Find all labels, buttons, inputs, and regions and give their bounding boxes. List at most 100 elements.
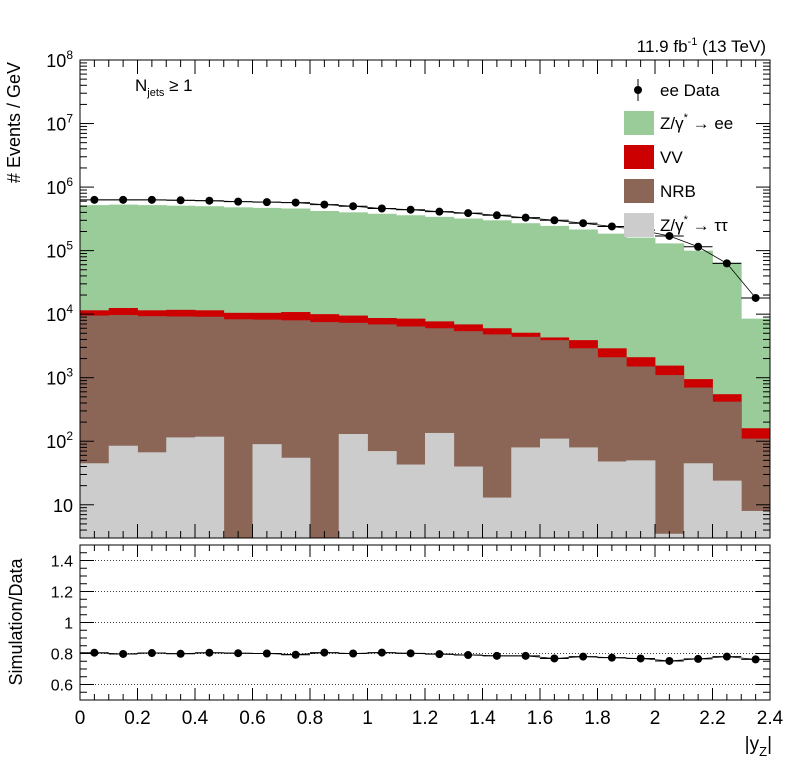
data-point	[147, 195, 156, 204]
data-point	[320, 200, 329, 209]
selection-label: Njets ≥ 1	[135, 76, 193, 99]
ratio-y-axis-label: Simulation/Data	[6, 557, 26, 685]
ratio-y-tick-labels: 0.6 0.8 1 1.2 1.4	[51, 554, 73, 695]
data-point	[406, 205, 415, 214]
ratio-point	[234, 649, 243, 658]
data-point	[291, 198, 300, 207]
ztt-bar	[252, 444, 282, 538]
ratio-y-tick-label: 1	[64, 616, 73, 633]
stacked-histogram	[80, 204, 771, 539]
ztt-bar	[166, 437, 196, 538]
ratio-point	[119, 649, 128, 658]
legend-nrb-label: NRB	[660, 182, 696, 201]
data-point	[751, 293, 760, 302]
x-tick-label: 0.4	[182, 708, 209, 729]
legend-vv-swatch	[624, 145, 654, 169]
data-point	[119, 195, 128, 204]
ratio-point	[90, 648, 99, 657]
ratio-point	[607, 653, 616, 662]
x-tick-label: 2.4	[757, 708, 784, 729]
data-point	[176, 196, 185, 205]
ratio-point	[665, 656, 674, 665]
data-points	[80, 195, 770, 302]
ratio-y-tick-label: 1.4	[51, 554, 73, 571]
ratio-point	[579, 652, 588, 661]
ztt-bar	[338, 433, 368, 538]
nrb-bar	[655, 375, 685, 538]
ztt-bar	[108, 445, 138, 538]
main-plot: 10 102 103 104 105 106 107 108 ee Data Z/γ* → ee…	[4, 36, 771, 539]
ratio-point	[377, 648, 386, 657]
ztt-bar	[367, 451, 397, 538]
ratio-plot: 0.6 0.8 1 1.2 1.4 0 0.2 0.4 0.6 0.8 1 1.2 1.4 1.6 1.8…	[6, 544, 784, 759]
ratio-point	[694, 654, 703, 663]
ztt-bar	[195, 436, 225, 538]
legend-ztt-label: Z/γ* → ττ	[660, 214, 728, 235]
x-tick-label: 1.8	[584, 708, 610, 729]
ratio-y-tick-label: 0.6	[51, 678, 73, 695]
ratio-point	[722, 652, 731, 661]
x-tick-label: 0.2	[124, 708, 150, 729]
ztt-bar	[568, 447, 598, 538]
x-tick-label: 0.6	[239, 708, 265, 729]
ztt-bar	[80, 463, 110, 538]
ztt-bar	[281, 457, 311, 538]
ratio-point	[291, 650, 300, 659]
data-point	[205, 196, 214, 205]
ztt-bar	[453, 466, 483, 538]
data-point	[492, 211, 501, 220]
ztt-bar	[712, 480, 742, 538]
luminosity-label: 11.9 fb-1 (13 TeV)	[637, 36, 766, 56]
data-point	[377, 204, 386, 213]
ztt-bar	[626, 460, 656, 538]
data-point	[234, 197, 243, 206]
x-tick-label: 0	[75, 708, 86, 729]
data-point	[694, 242, 703, 251]
ratio-grid	[80, 560, 770, 685]
data-point	[665, 231, 674, 240]
main-y-axis-label: # Events / GeV	[4, 62, 24, 183]
ztt-bar	[540, 438, 570, 538]
ratio-point	[550, 654, 559, 663]
legend: ee Data Z/γ* → ee VV NRB Z/γ* → ττ	[624, 79, 733, 237]
legend-data-marker	[634, 86, 642, 94]
y-tick-label: 103	[46, 366, 73, 389]
data-point	[262, 198, 271, 207]
legend-ztt-swatch	[624, 213, 654, 237]
ztt-bar	[396, 464, 426, 538]
ratio-point	[492, 651, 501, 660]
data-point	[579, 219, 588, 228]
nrb-bar	[223, 319, 253, 538]
x-axis-label: |yZ|	[745, 734, 772, 759]
ratio-y-tick-label: 0.8	[51, 647, 73, 664]
y-tick-label: 108	[46, 48, 73, 71]
x-tick-label: 1	[362, 708, 373, 729]
ratio-point	[636, 654, 645, 663]
data-point	[521, 213, 530, 222]
x-tick-label: 1.4	[469, 708, 496, 729]
x-tick-labels: 0 0.2 0.4 0.6 0.8 1 1.2 1.4 1.6 1.8 2 2.2 2.4	[75, 708, 784, 729]
ratio-point	[521, 651, 530, 660]
ratio-point	[320, 648, 329, 657]
main-plot-ticks	[79, 59, 771, 539]
ztt-bar	[683, 463, 713, 538]
ratio-point	[435, 650, 444, 659]
legend-zee-label: Z/γ* → ee	[660, 112, 733, 133]
legend-zee-swatch	[624, 111, 654, 135]
ratio-point	[176, 649, 185, 658]
nrb-bar	[310, 322, 340, 538]
ratio-point	[205, 648, 214, 657]
ztt-bar	[137, 452, 167, 538]
x-tick-label: 0.8	[297, 708, 323, 729]
data-point	[349, 202, 358, 211]
data-point	[464, 209, 473, 218]
y-tick-label: 107	[46, 112, 73, 135]
data-point	[90, 195, 99, 204]
data-point	[435, 207, 444, 216]
ratio-plot-ticks	[79, 544, 771, 701]
x-tick-label: 2.2	[699, 708, 725, 729]
data-point	[722, 259, 731, 268]
ratio-point	[406, 649, 415, 658]
ratio-points	[80, 648, 770, 665]
